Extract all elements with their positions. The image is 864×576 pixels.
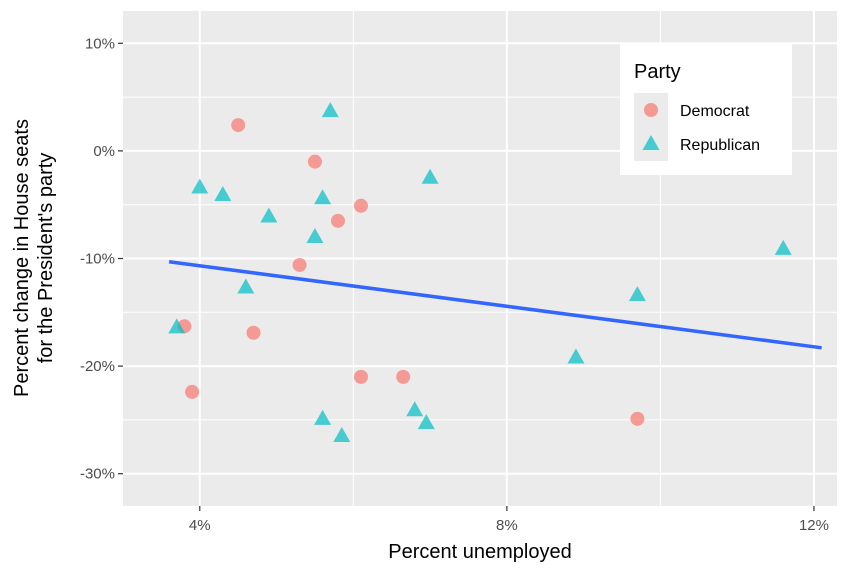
republican-point — [237, 278, 255, 294]
y-axis-title-line-2: for the President's party — [35, 153, 57, 364]
trend-line-group — [168, 259, 822, 350]
legend-label-republican: Republican — [680, 137, 760, 154]
x-tick-label: 12% — [799, 517, 829, 534]
y-tick-label: 10% — [85, 35, 115, 52]
legend: Party Democrat Republican — [620, 44, 792, 175]
republican-point — [406, 401, 424, 417]
y-axis-title-line-1: Percent change in House seats — [11, 119, 33, 397]
y-tick-label: -30% — [80, 466, 115, 483]
democrat-point — [354, 198, 368, 213]
republican-point — [214, 186, 232, 202]
republican-point — [191, 178, 209, 194]
democrat-point — [630, 411, 645, 426]
democrat-point — [396, 369, 411, 384]
democrat-point — [307, 154, 322, 169]
republican-point — [260, 207, 278, 223]
republican-point — [421, 168, 439, 184]
data-points — [168, 102, 792, 443]
x-axis-title: Percent unemployed — [388, 541, 571, 563]
x-tick-label: 8% — [496, 517, 518, 534]
democrat-point — [292, 257, 307, 272]
legend-key-democrat-icon — [644, 103, 658, 117]
democrat-point — [246, 325, 261, 340]
republican-point — [168, 318, 186, 334]
democrat-point — [231, 118, 246, 133]
republican-point — [306, 227, 324, 243]
legend-key-republican-icon — [642, 135, 660, 150]
democrat-point — [330, 213, 345, 228]
republican-point — [567, 348, 585, 364]
republican-point — [314, 189, 332, 205]
republican-point — [628, 286, 646, 302]
y-tick-label: -20% — [80, 358, 115, 375]
y-tick-label: 0% — [93, 143, 115, 160]
y-tick-label: -10% — [80, 251, 115, 268]
legend-title: Party — [634, 61, 681, 83]
x-axis: 4% 8% 12% — [189, 506, 829, 534]
trend-line — [168, 259, 822, 350]
democrat-point — [354, 369, 368, 384]
x-tick-label: 4% — [189, 517, 211, 534]
republican-point — [417, 414, 435, 430]
republican-point — [321, 102, 339, 118]
y-axis: 10% 0% -10% -20% -30% — [80, 35, 123, 483]
democrat-point — [185, 384, 200, 399]
republican-point — [314, 409, 332, 425]
republican-point — [333, 427, 351, 443]
legend-label-democrat: Democrat — [680, 103, 750, 120]
republican-point — [774, 239, 792, 255]
